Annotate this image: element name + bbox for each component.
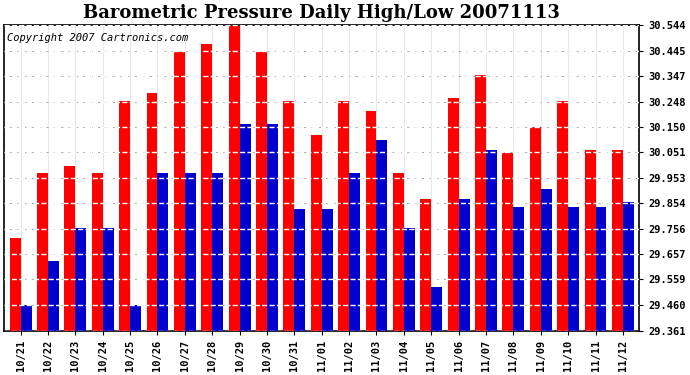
Bar	[558, 101, 568, 330]
Bar	[420, 199, 431, 330]
Bar	[213, 173, 223, 330]
Bar	[595, 207, 607, 330]
Bar	[92, 173, 103, 330]
Bar	[130, 305, 141, 330]
Bar	[568, 207, 579, 330]
Bar	[541, 189, 552, 330]
Bar	[256, 52, 267, 330]
Bar	[513, 207, 524, 330]
Bar	[185, 173, 196, 330]
Bar	[486, 150, 497, 330]
Bar	[584, 150, 595, 330]
Bar	[322, 210, 333, 330]
Bar	[377, 140, 388, 330]
Bar	[295, 210, 305, 330]
Bar	[349, 173, 360, 330]
Bar	[393, 173, 404, 330]
Bar	[366, 111, 377, 330]
Bar	[502, 153, 513, 330]
Bar	[612, 150, 623, 330]
Bar	[174, 52, 185, 330]
Text: Copyright 2007 Cartronics.com: Copyright 2007 Cartronics.com	[8, 33, 188, 43]
Bar	[459, 199, 470, 330]
Bar	[530, 127, 541, 330]
Bar	[75, 228, 86, 330]
Bar	[146, 93, 157, 330]
Bar	[239, 124, 250, 330]
Bar	[37, 173, 48, 330]
Bar	[21, 305, 32, 330]
Bar	[475, 75, 486, 330]
Bar	[623, 202, 634, 330]
Bar	[228, 26, 239, 330]
Bar	[404, 228, 415, 330]
Bar	[64, 166, 75, 330]
Bar	[448, 99, 459, 330]
Bar	[267, 124, 278, 330]
Title: Barometric Pressure Daily High/Low 20071113: Barometric Pressure Daily High/Low 20071…	[83, 4, 560, 22]
Bar	[431, 287, 442, 330]
Bar	[284, 101, 295, 330]
Bar	[48, 261, 59, 330]
Bar	[157, 173, 168, 330]
Bar	[201, 44, 213, 330]
Bar	[10, 238, 21, 330]
Bar	[103, 228, 114, 330]
Bar	[310, 135, 322, 330]
Bar	[338, 101, 349, 330]
Bar	[119, 101, 130, 330]
